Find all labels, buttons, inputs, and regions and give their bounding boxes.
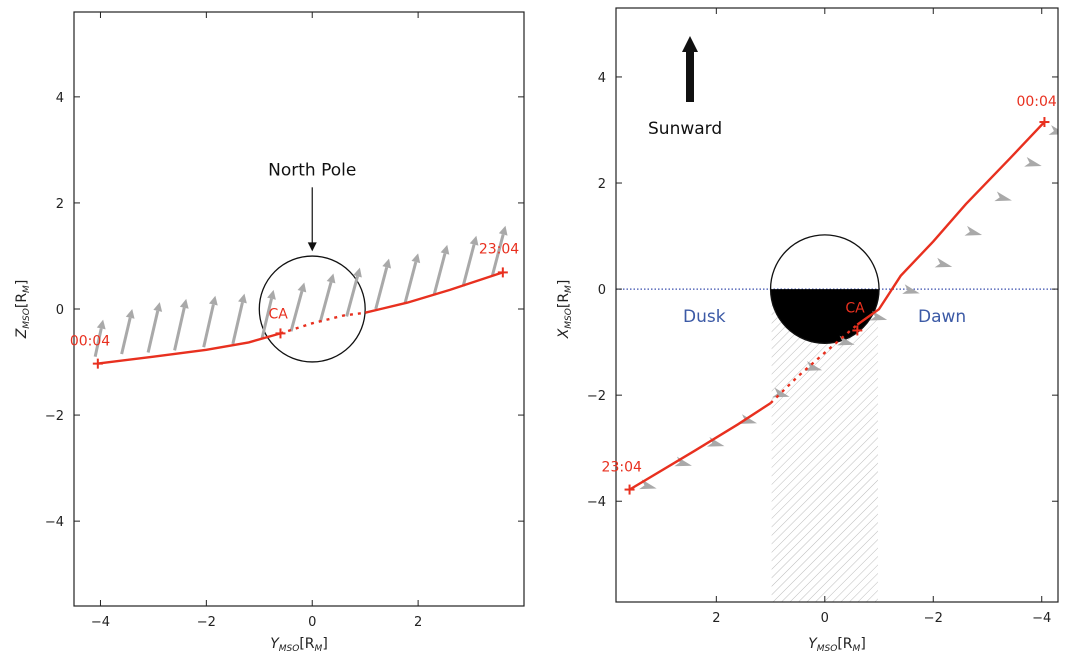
trajectory-outbound	[856, 121, 1046, 326]
field-vector-head	[382, 258, 392, 269]
left-y-axis-label: ZMSO[RM]	[14, 280, 32, 340]
field-vector-head	[440, 244, 450, 255]
y-tick-label: −4	[45, 515, 64, 530]
trajectory-markers	[92, 267, 508, 369]
planet-circle	[769, 234, 880, 344]
x-tick-label: −2	[197, 615, 216, 630]
trajectory-inbound	[628, 402, 772, 491]
dusk-label: Dusk	[683, 307, 726, 327]
field-vector	[374, 266, 389, 310]
field-vector-head	[179, 298, 189, 309]
y-tick-label: 0	[56, 303, 64, 318]
right-x-axis-label: YMSO[RM]	[808, 636, 866, 654]
field-vector-head	[498, 225, 508, 236]
left-ticks: −4 −2 0 2 −4 −2 0 2 4	[45, 12, 524, 630]
right-plot-frame	[615, 7, 1059, 603]
y-tick-label: −4	[587, 495, 606, 510]
marker-label: 00:04	[70, 334, 110, 350]
field-vector	[1048, 125, 1058, 135]
field-vector	[902, 284, 920, 294]
sunward-arrow-shaft	[686, 50, 694, 102]
field-vector	[461, 244, 476, 287]
field-vector	[772, 387, 790, 398]
x-tick-label: 0	[308, 615, 316, 630]
x-tick-label: 2	[414, 615, 422, 630]
dawn-label: Dawn	[918, 307, 966, 327]
field-vector	[639, 479, 657, 490]
y-tick-label: 2	[56, 197, 64, 212]
y-tick-label: 4	[598, 71, 606, 86]
y-tick-label: −2	[587, 389, 606, 404]
x-tick-label: −2	[924, 611, 943, 626]
planet-circle	[258, 255, 366, 363]
north-pole-label: North Pole	[268, 160, 356, 180]
trajectory-occulted	[769, 323, 859, 404]
sunward-arrow-head	[682, 36, 698, 52]
trajectory-occulted	[280, 311, 366, 335]
x-tick-label: −4	[91, 615, 110, 630]
field-vector	[934, 257, 953, 268]
field-vector	[994, 191, 1012, 202]
field-vector	[120, 317, 132, 355]
field-vector	[289, 290, 304, 332]
field-vector	[318, 281, 333, 323]
field-vector-head	[297, 282, 307, 293]
field-vector-head	[96, 319, 106, 330]
y-tick-label: 0	[598, 283, 606, 298]
field-vector	[93, 328, 103, 358]
marker-label: 23:04	[602, 460, 642, 476]
field-vector	[432, 253, 447, 296]
left-x-axis-label: YMSO[RM]	[270, 636, 328, 654]
field-vector	[173, 307, 186, 351]
left-panel: −4 −2 0 2 −4 −2 0 2 4 North Pole YMSO[RM] ZMSO[R…	[14, 11, 525, 654]
field-vector-head	[208, 295, 218, 306]
field-vector	[260, 298, 273, 340]
x-tick-label: 0	[821, 611, 829, 626]
field-vector	[804, 361, 823, 371]
trajectory-inbound	[97, 332, 281, 365]
field-vector-head	[469, 235, 479, 246]
field-vector-head	[125, 309, 135, 319]
marker-label: CA	[268, 306, 288, 322]
left-plot-frame	[73, 11, 525, 607]
field-vector	[403, 261, 418, 305]
field-vector-head	[153, 302, 163, 312]
x-tick-label: 2	[712, 611, 720, 626]
marker-label: CA	[845, 300, 865, 316]
planet-nightside	[770, 289, 880, 344]
y-tick-label: 4	[56, 91, 64, 106]
field-vector-head	[267, 289, 276, 300]
sunward-label: Sunward	[648, 119, 722, 139]
y-tick-label: 2	[598, 177, 606, 192]
y-tick-label: −2	[45, 409, 64, 424]
field-vectors	[93, 225, 508, 358]
trajectory-markers	[624, 117, 1050, 495]
marker-label: 23:04	[479, 241, 519, 257]
right-ticks: 2 0 −2 −4 −4 −2 0 2 4	[587, 8, 1058, 626]
north-pole-arrow-head	[307, 242, 317, 252]
field-vector-head	[411, 253, 421, 264]
field-vector-head	[353, 267, 362, 278]
marker-label: 00:04	[1016, 94, 1056, 110]
right-y-axis-label: XMSO[RM]	[556, 280, 574, 340]
right-panel: 2 0 −2 −4 −4 −2 0 2 4 Sunward Dusk Dawn YMSO[RM]…	[556, 7, 1059, 654]
field-vector	[345, 275, 359, 317]
field-vector	[490, 234, 505, 277]
x-tick-label: −4	[1032, 611, 1051, 626]
trajectory-outbound	[364, 271, 504, 314]
field-vector	[202, 304, 215, 348]
field-vector	[231, 302, 244, 345]
field-vector	[146, 310, 160, 353]
field-vector	[1024, 156, 1042, 167]
field-vector-head	[326, 273, 336, 284]
field-vector-head	[238, 293, 247, 304]
field-vector	[964, 225, 983, 236]
